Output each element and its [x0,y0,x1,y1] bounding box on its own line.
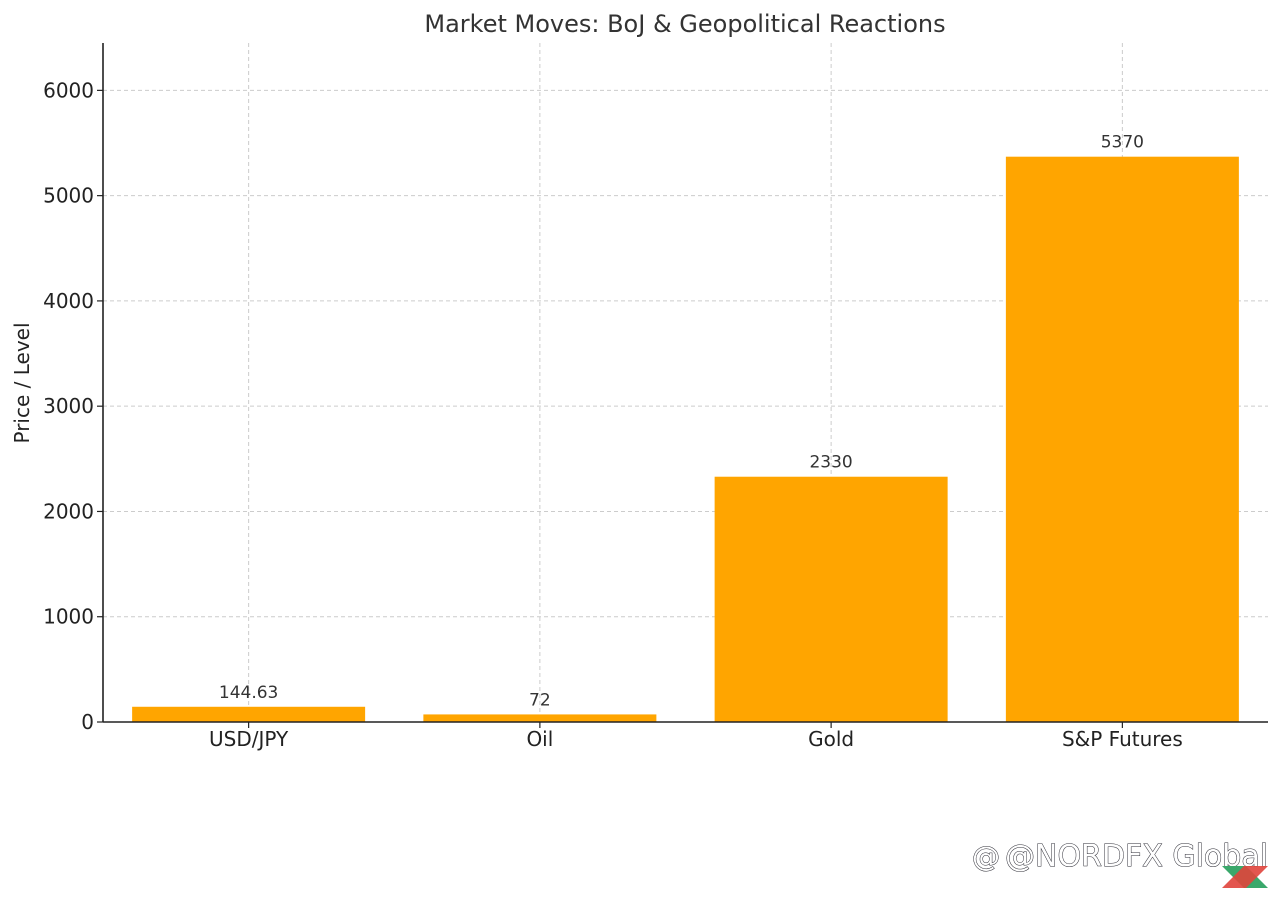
y-tick-label: 0 [81,710,94,734]
bar [714,476,948,722]
nordfx-logo [1222,866,1268,888]
y-tick-label: 5000 [43,184,94,208]
y-ticks: 0 1000 2000 3000 4000 5000 6000 [43,78,103,734]
y-tick-label: 4000 [43,289,94,313]
y-tick-label: 1000 [43,605,94,629]
y-tick-label: 3000 [43,394,94,418]
x-tick-label: Gold [808,727,854,751]
y-tick-label: 2000 [43,499,94,523]
y-axis-label: Price / Level [10,322,34,443]
x-ticks: USD/JPY Oil Gold S&P Futures [209,722,1183,751]
watermark-weibo-icon: @ [972,840,1000,873]
bar [1005,156,1239,723]
data-label: 72 [529,690,551,710]
chart-title: Market Moves: BoJ & Geopolitical Reactio… [424,10,945,38]
data-label: 144.63 [219,683,278,703]
x-tick-label: USD/JPY [209,727,289,751]
axes [102,43,1268,723]
y-tick-label: 6000 [43,78,94,102]
nordfx-logo-mark-accent [1222,866,1268,888]
watermark-handle: @NORDFX Global [1005,839,1268,874]
bar [132,706,366,722]
bars [132,156,1239,723]
data-label: 2330 [809,453,852,473]
x-tick-label: Oil [526,727,553,751]
x-tick-label: S&P Futures [1062,727,1183,751]
data-label: 5370 [1101,133,1144,153]
watermark: @NORDFX Global @ [972,839,1269,888]
bar [423,714,657,722]
data-labels: 144.63 72 2330 5370 [219,133,1144,711]
